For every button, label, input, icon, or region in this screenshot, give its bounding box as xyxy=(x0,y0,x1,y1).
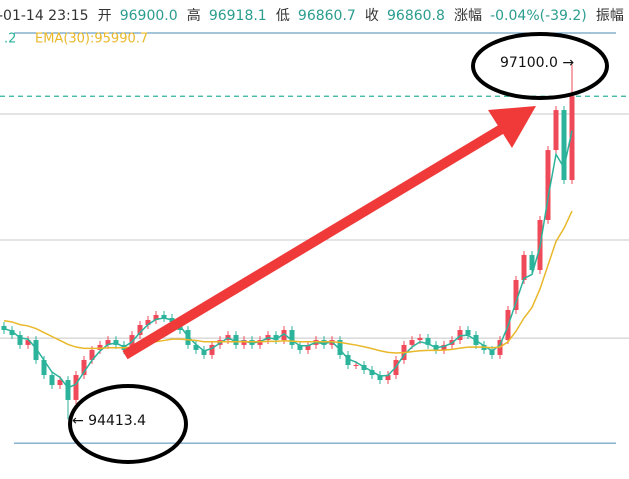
candle-body xyxy=(305,344,311,350)
ema-line xyxy=(3,130,573,389)
candle-body xyxy=(377,375,383,381)
indicator-fragment: .2 xyxy=(4,32,16,47)
candle-body xyxy=(33,340,39,360)
candle-body xyxy=(89,349,95,360)
candle-body xyxy=(273,335,279,341)
candle-body xyxy=(289,330,295,345)
candle-body xyxy=(345,354,351,365)
candle-body xyxy=(529,254,535,270)
candle-body xyxy=(9,330,15,336)
candle-body xyxy=(513,280,519,310)
candle-body xyxy=(17,335,23,345)
candle-body xyxy=(145,319,151,326)
header-value: 96860.8 xyxy=(387,8,445,24)
candle-body xyxy=(193,344,199,350)
candle-body xyxy=(353,364,359,366)
header-value: -0.04%(-39.2) xyxy=(490,8,587,24)
candle-body xyxy=(1,325,7,331)
candle-body xyxy=(73,375,79,400)
header-label: 开 xyxy=(98,8,112,24)
annotation: 97100.0 → xyxy=(500,55,574,71)
candle-body xyxy=(457,330,463,341)
header-label: 振幅 xyxy=(596,8,624,24)
arrow-head xyxy=(488,106,536,148)
candle-body xyxy=(465,330,471,336)
ema-line xyxy=(3,210,573,354)
candle-body xyxy=(297,344,303,350)
candle-body xyxy=(569,96,575,180)
header-label: 涨幅 xyxy=(454,8,482,24)
candle-body xyxy=(209,344,215,355)
ema-label: EMA(30):95990.7 xyxy=(35,32,148,47)
candle-body xyxy=(441,344,447,350)
header-label: 收 xyxy=(365,8,379,24)
candle-body xyxy=(65,380,71,400)
candle-body xyxy=(49,375,55,386)
candle-body xyxy=(25,340,31,345)
highlight-ellipse xyxy=(471,32,609,100)
candle-body xyxy=(201,349,207,355)
candle-body xyxy=(561,110,567,180)
highlight-ellipse xyxy=(68,384,188,464)
candle-body xyxy=(281,330,287,341)
header-value: 96860.7 xyxy=(298,8,356,24)
candle-body xyxy=(153,314,159,320)
candle-body xyxy=(369,370,375,376)
header-time: -01-14 23:15 xyxy=(0,8,89,24)
candle-body xyxy=(233,335,239,345)
candle-body xyxy=(105,340,111,345)
candle-body xyxy=(489,349,495,355)
header-label: 低 xyxy=(276,8,290,24)
candle-body xyxy=(137,325,143,336)
candle-body xyxy=(81,359,87,376)
candle-body xyxy=(425,337,431,345)
candle-body xyxy=(57,380,63,386)
header-value: 96918.1 xyxy=(209,8,267,24)
header: -01-14 23:15 开 96900.0 高 96918.1 低 96860… xyxy=(0,6,624,25)
candle-body xyxy=(161,314,167,319)
candle-body xyxy=(409,340,415,345)
red-arrow xyxy=(122,106,536,360)
candle-body xyxy=(553,110,559,151)
header-value: 96900.0 xyxy=(120,8,178,24)
candle-body xyxy=(521,254,527,281)
annotation: ← 94413.4 xyxy=(72,413,146,429)
header-bg xyxy=(0,0,629,28)
candle-body xyxy=(545,150,551,220)
arrow-shaft xyxy=(122,122,508,360)
candle-body xyxy=(41,359,47,376)
candle-body xyxy=(385,375,391,381)
candle-body xyxy=(417,337,423,341)
candle-body xyxy=(337,340,343,355)
header-label: 高 xyxy=(187,7,201,24)
candle-body xyxy=(97,344,103,350)
